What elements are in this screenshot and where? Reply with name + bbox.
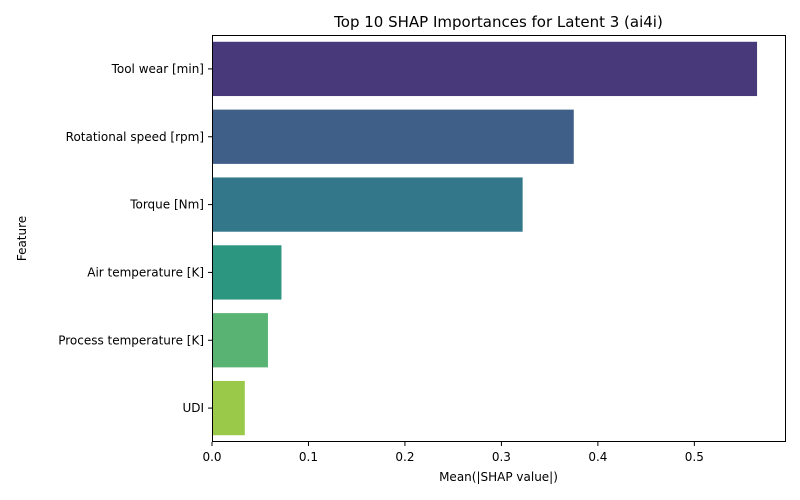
y-tick-label: Air temperature [K] xyxy=(87,265,204,279)
y-axis-ticks: Tool wear [min] Rotational speed [rpm] Tor… xyxy=(58,62,212,415)
bar-3 xyxy=(212,245,282,300)
bar-1 xyxy=(212,109,574,164)
y-tick-label: UDI xyxy=(182,401,204,415)
x-tick-label: 0.1 xyxy=(299,450,318,464)
y-tick-label: Rotational speed [rpm] xyxy=(66,130,204,144)
bars-group xyxy=(212,41,758,436)
x-tick-label: 0.0 xyxy=(202,450,221,464)
chart-title: Top 10 SHAP Importances for Latent 3 (ai… xyxy=(333,13,663,31)
y-tick-label: Tool wear [min] xyxy=(111,62,204,76)
x-tick-label: 0.5 xyxy=(685,450,704,464)
bar-5 xyxy=(212,380,245,436)
x-tick-label: 0.2 xyxy=(395,450,414,464)
y-axis-label: Feature xyxy=(15,216,29,261)
x-axis-label: Mean(|SHAP value|) xyxy=(439,470,558,484)
x-axis-ticks: 0.0 0.1 0.2 0.3 0.4 0.5 xyxy=(202,442,704,464)
x-tick-label: 0.4 xyxy=(588,450,607,464)
bar-0 xyxy=(212,41,758,97)
bar-4 xyxy=(212,313,268,368)
y-tick-label: Torque [Nm] xyxy=(129,198,204,212)
y-tick-label: Process temperature [K] xyxy=(58,333,204,347)
bar-2 xyxy=(212,177,523,232)
x-tick-label: 0.3 xyxy=(492,450,511,464)
